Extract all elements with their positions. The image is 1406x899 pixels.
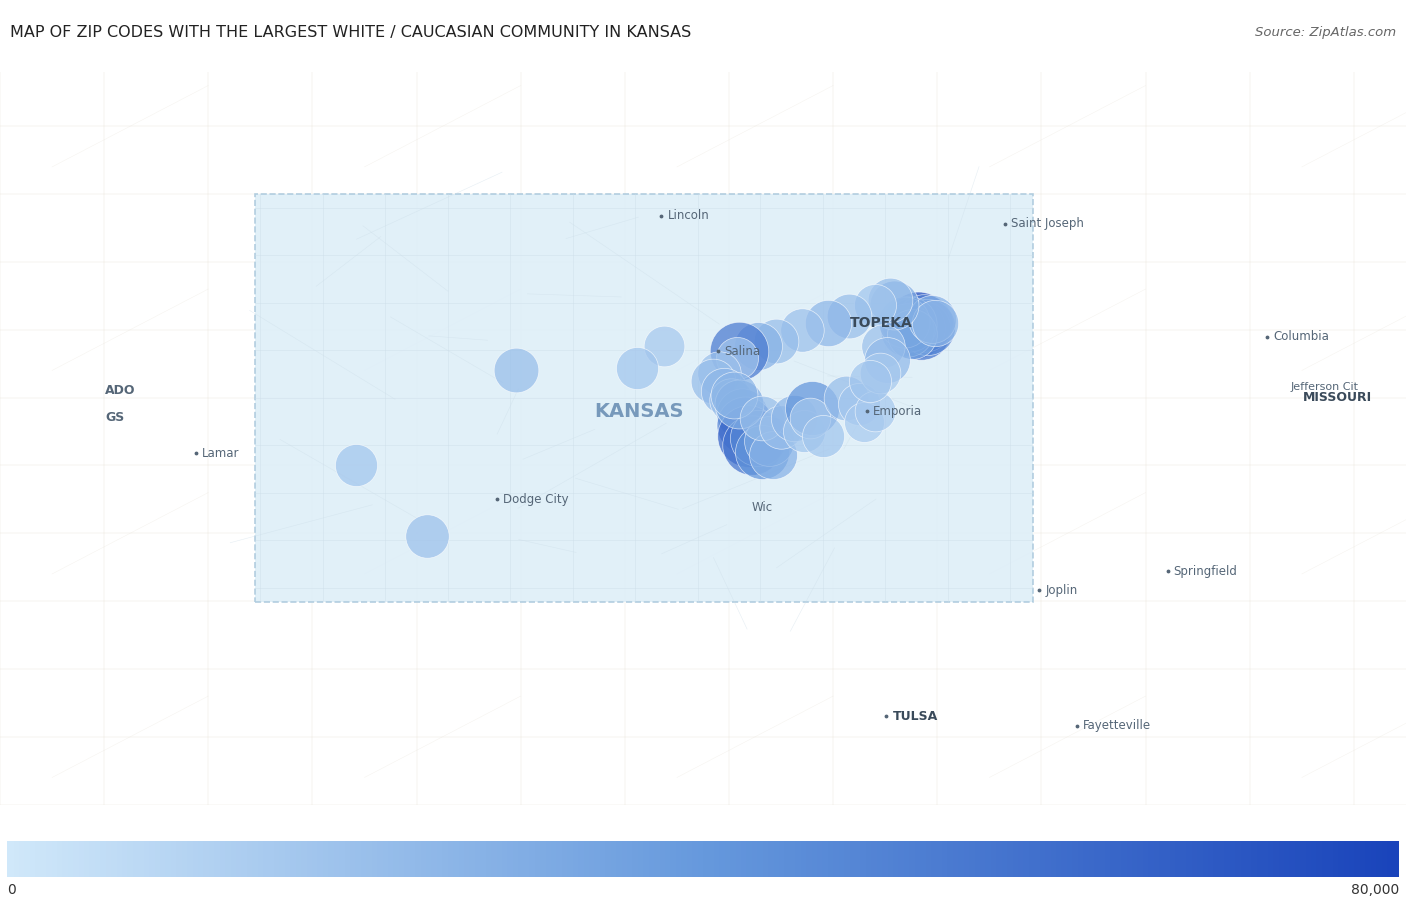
Text: Source: ZipAtlas.com: Source: ZipAtlas.com [1256, 26, 1396, 39]
Point [416, 529, 439, 543]
Point [876, 352, 898, 367]
Text: Fayetteville: Fayetteville [1083, 719, 1152, 733]
Point [702, 374, 724, 388]
Point [758, 434, 780, 449]
Point [896, 323, 918, 337]
Text: Lamar: Lamar [202, 447, 239, 459]
Point [770, 420, 793, 434]
Point [834, 390, 856, 405]
Point [863, 298, 886, 313]
Text: Jefferson Cit: Jefferson Cit [1291, 382, 1358, 392]
Text: GS: GS [105, 412, 125, 424]
Point [793, 424, 815, 439]
Point [811, 428, 834, 442]
Point [838, 309, 860, 324]
Text: 80,000: 80,000 [1351, 883, 1399, 897]
Point [728, 344, 751, 359]
Point [872, 339, 894, 353]
Text: Lincoln: Lincoln [668, 209, 710, 222]
Text: Emporia: Emporia [873, 405, 922, 418]
Point [734, 417, 756, 432]
Text: Springfield: Springfield [1174, 565, 1237, 578]
Point [859, 374, 882, 388]
Point [737, 428, 759, 442]
Text: ADO: ADO [105, 384, 136, 397]
Point [790, 323, 813, 337]
Point [505, 363, 527, 378]
Text: Saint Joseph: Saint Joseph [1011, 218, 1084, 230]
Point [762, 448, 785, 462]
Text: Joplin: Joplin [1046, 583, 1078, 597]
Text: MISSOURI: MISSOURI [1303, 391, 1372, 404]
Point [869, 366, 891, 380]
Point [720, 393, 742, 407]
Point [924, 316, 946, 330]
Point [907, 317, 929, 332]
Point [912, 316, 935, 330]
Text: Dodge City: Dodge City [503, 493, 568, 506]
Point [883, 298, 905, 313]
Point [898, 317, 921, 332]
Text: TOPEKA: TOPEKA [849, 316, 912, 330]
Bar [254, 194, 1033, 602]
Point [799, 411, 821, 425]
Point [713, 384, 735, 398]
Point [893, 315, 915, 329]
Point [901, 326, 924, 341]
Text: Wic: Wic [752, 501, 773, 514]
Point [725, 351, 748, 365]
Point [751, 411, 773, 425]
Point [707, 366, 730, 380]
Point [848, 397, 870, 412]
Point [741, 438, 763, 452]
Point [723, 387, 745, 402]
Point [863, 404, 886, 418]
Point [747, 339, 769, 353]
Point [751, 445, 773, 459]
Text: Columbia: Columbia [1274, 330, 1330, 343]
Point [921, 312, 943, 326]
Point [728, 397, 751, 412]
Point [817, 316, 839, 330]
Point [915, 320, 938, 334]
Point [903, 321, 925, 335]
Point [910, 323, 932, 337]
Point [730, 406, 752, 421]
Text: Salina: Salina [724, 345, 761, 358]
Text: TULSA: TULSA [893, 710, 938, 723]
Text: 0: 0 [7, 883, 15, 897]
Point [626, 360, 648, 375]
Point [344, 458, 367, 473]
Point [782, 411, 804, 425]
Point [853, 414, 876, 429]
Point [747, 431, 769, 445]
Point [765, 334, 787, 348]
Point [654, 339, 676, 353]
Text: KANSAS: KANSAS [595, 402, 685, 421]
Text: MAP OF ZIP CODES WITH THE LARGEST WHITE / CAUCASIAN COMMUNITY IN KANSAS: MAP OF ZIP CODES WITH THE LARGEST WHITE … [10, 25, 692, 40]
Point [879, 293, 901, 307]
Point [801, 401, 824, 415]
